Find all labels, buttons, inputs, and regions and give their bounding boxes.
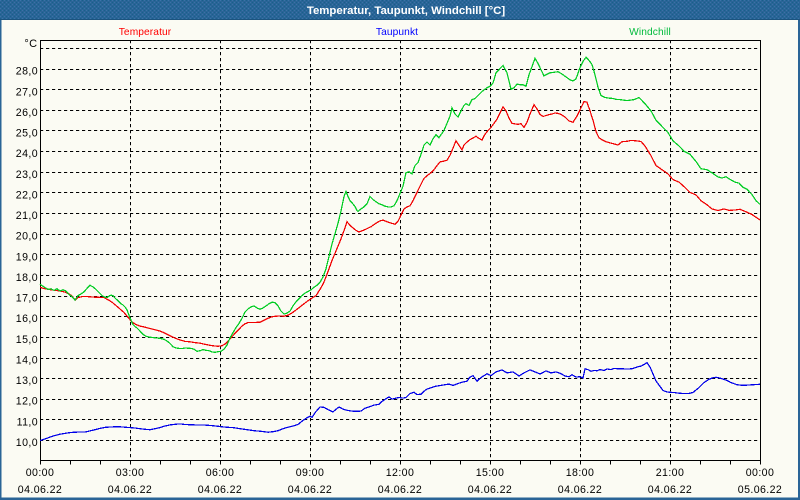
svg-text:Temperatur, Taupunkt, Windchil: Temperatur, Taupunkt, Windchill [°C] [307, 5, 506, 17]
svg-text:26,0: 26,0 [16, 107, 38, 119]
svg-text:21:00: 21:00 [656, 467, 685, 479]
svg-text:15,0: 15,0 [16, 334, 38, 346]
svg-text:°C: °C [24, 38, 37, 50]
svg-text:00:00: 00:00 [26, 467, 55, 479]
svg-text:09:00: 09:00 [296, 467, 325, 479]
svg-text:Taupunkt: Taupunkt [376, 27, 418, 38]
svg-text:06:00: 06:00 [206, 467, 235, 479]
svg-text:23,0: 23,0 [16, 169, 38, 181]
svg-text:04.06.22: 04.06.22 [288, 484, 332, 496]
svg-text:18,0: 18,0 [16, 272, 38, 284]
svg-text:13,0: 13,0 [16, 375, 38, 387]
svg-text:Temperatur: Temperatur [119, 27, 172, 38]
svg-text:12:00: 12:00 [386, 467, 415, 479]
svg-text:15:00: 15:00 [476, 467, 505, 479]
svg-text:14,0: 14,0 [16, 355, 38, 367]
svg-text:22,0: 22,0 [16, 189, 38, 201]
svg-text:28,0: 28,0 [16, 66, 38, 78]
svg-text:04.06.22: 04.06.22 [108, 484, 152, 496]
svg-text:12,0: 12,0 [16, 396, 38, 408]
svg-text:04.06.22: 04.06.22 [648, 484, 692, 496]
svg-text:19,0: 19,0 [16, 251, 38, 263]
svg-text:18:00: 18:00 [566, 467, 595, 479]
svg-text:04.06.22: 04.06.22 [378, 484, 422, 496]
svg-text:00:00: 00:00 [746, 467, 775, 479]
svg-text:16,0: 16,0 [16, 313, 38, 325]
svg-text:25,0: 25,0 [16, 128, 38, 140]
svg-text:05.06.22: 05.06.22 [738, 484, 782, 496]
svg-text:04.06.22: 04.06.22 [18, 484, 62, 496]
svg-text:21,0: 21,0 [16, 210, 38, 222]
svg-text:24,0: 24,0 [16, 148, 38, 160]
svg-text:10,0: 10,0 [16, 437, 38, 449]
svg-text:17,0: 17,0 [16, 293, 38, 305]
svg-text:03:00: 03:00 [116, 467, 145, 479]
svg-text:27,0: 27,0 [16, 86, 38, 98]
svg-text:04.06.22: 04.06.22 [468, 484, 512, 496]
svg-text:20,0: 20,0 [16, 231, 38, 243]
svg-text:04.06.22: 04.06.22 [198, 484, 242, 496]
svg-text:Windchill: Windchill [629, 27, 671, 38]
svg-text:04.06.22: 04.06.22 [558, 484, 602, 496]
svg-text:11,0: 11,0 [17, 416, 38, 428]
